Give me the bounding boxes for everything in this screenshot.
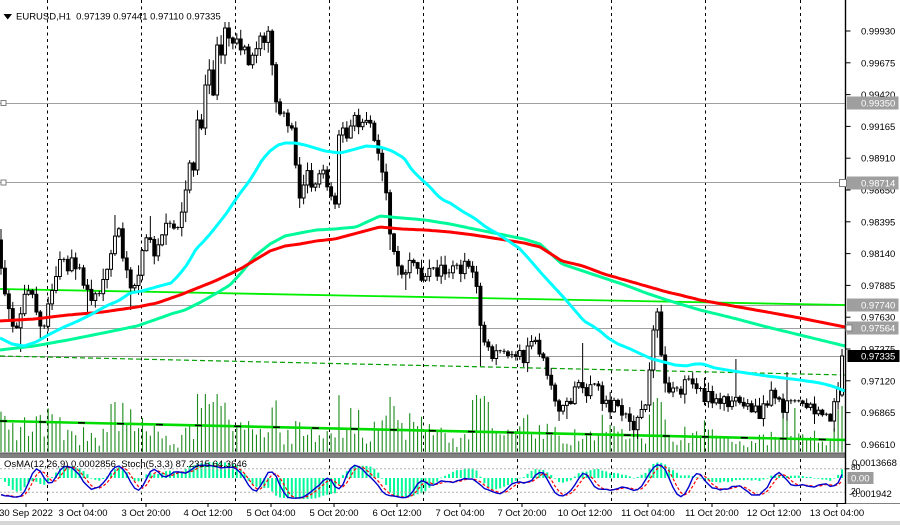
- svg-text:0.00: 0.00: [851, 474, 870, 485]
- svg-text:10 Oct 12:00: 10 Oct 12:00: [558, 508, 612, 519]
- svg-text:0.97630: 0.97630: [861, 313, 895, 324]
- svg-text:80: 80: [851, 462, 861, 472]
- svg-text:0.99165: 0.99165: [861, 122, 895, 133]
- svg-text:13 Oct 04:00: 13 Oct 04:00: [810, 508, 864, 519]
- svg-text:7 Oct 20:00: 7 Oct 20:00: [497, 508, 546, 519]
- svg-text:0.98395: 0.98395: [861, 217, 895, 228]
- svg-text:0.97335: 0.97335: [861, 352, 895, 363]
- svg-text:0.98140: 0.98140: [861, 249, 895, 260]
- svg-text:0.99675: 0.99675: [861, 58, 895, 69]
- svg-text:0.98910: 0.98910: [861, 154, 895, 165]
- svg-text:5 Oct 20:00: 5 Oct 20:00: [309, 508, 358, 519]
- svg-text:6 Oct 12:00: 6 Oct 12:00: [372, 508, 421, 519]
- svg-text:OsMA(12,26,9) 0.0002856 Stoch: OsMA(12,26,9) 0.0002856 Stoch(5,3,3) 87.…: [4, 459, 247, 470]
- svg-text:0.97564: 0.97564: [861, 324, 895, 335]
- svg-text:0.99930: 0.99930: [861, 27, 895, 38]
- svg-text:12 Oct 12:00: 12 Oct 12:00: [747, 508, 801, 519]
- svg-text:0.99350: 0.99350: [861, 99, 895, 110]
- svg-text:-0.001942: -0.001942: [849, 489, 892, 500]
- svg-text:20: 20: [851, 486, 861, 496]
- svg-text:0.98714: 0.98714: [861, 179, 895, 190]
- svg-text:7 Oct 04:00: 7 Oct 04:00: [435, 508, 484, 519]
- svg-text:3 Oct 20:00: 3 Oct 20:00: [121, 508, 170, 519]
- svg-text:0.97120: 0.97120: [861, 376, 895, 387]
- svg-text:3 Oct 04:00: 3 Oct 04:00: [58, 508, 107, 519]
- svg-text:11 Oct 20:00: 11 Oct 20:00: [685, 508, 739, 519]
- svg-text:30 Sep 2022: 30 Sep 2022: [0, 508, 53, 519]
- svg-text:4 Oct 12:00: 4 Oct 12:00: [183, 508, 232, 519]
- svg-text:0.97740: 0.97740: [861, 301, 895, 312]
- svg-text:EURUSD,H1 0.97139 0.97441 0.9: EURUSD,H1 0.97139 0.97441 0.97110 0.9733…: [16, 12, 221, 23]
- svg-text:5 Oct 04:00: 5 Oct 04:00: [246, 508, 295, 519]
- svg-text:0.99420: 0.99420: [861, 90, 895, 101]
- svg-text:0.96865: 0.96865: [861, 408, 895, 419]
- svg-text:0.97885: 0.97885: [861, 281, 895, 292]
- svg-text:0.98650: 0.98650: [861, 186, 895, 197]
- svg-text:0.0013668: 0.0013668: [852, 458, 897, 469]
- svg-text:11 Oct 04:00: 11 Oct 04:00: [621, 508, 675, 519]
- svg-text:0.96610: 0.96610: [861, 440, 895, 451]
